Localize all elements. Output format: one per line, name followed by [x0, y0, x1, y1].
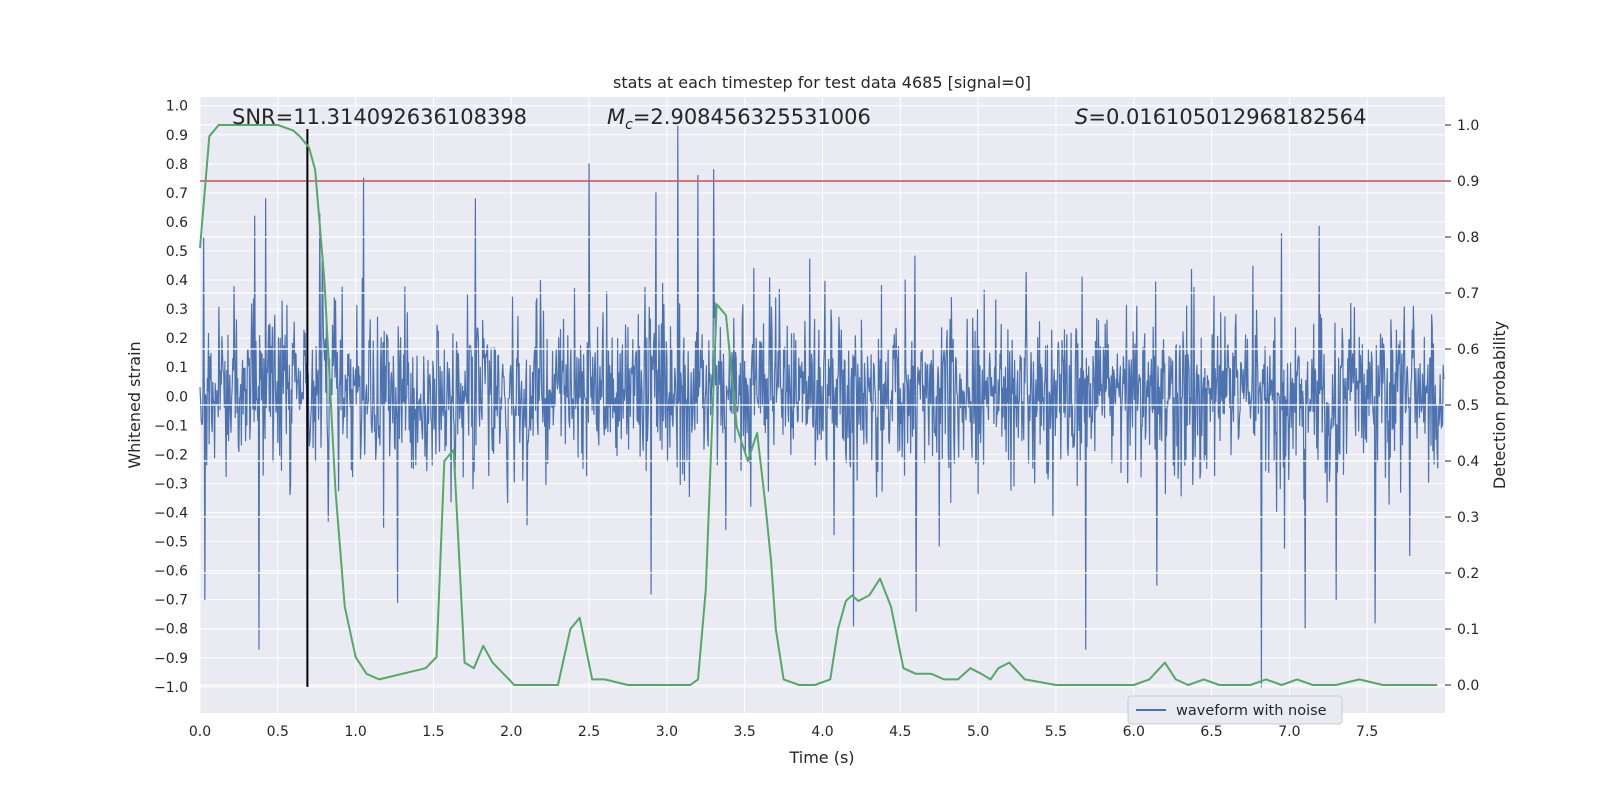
x-tick-label: 2.5	[578, 724, 600, 740]
y-left-tick-label: −0.2	[154, 447, 188, 463]
score-symbol: S	[1075, 105, 1088, 129]
y-left-tick-label: 0.3	[166, 302, 188, 318]
y-right-tick-labels: 0.0 0.1 0.2 0.3 0.4 0.5 0.6 0.7 0.8 0.9 1.0	[1445, 118, 1479, 694]
x-tick-label: 3.0	[656, 724, 678, 740]
x-tick-label: 3.5	[734, 724, 756, 740]
x-axis-title: Time (s)	[788, 748, 854, 767]
probability-line	[199, 124, 1438, 686]
legend: waveform with noise	[1127, 695, 1343, 725]
y-right-tick-label: 0.2	[1457, 566, 1479, 582]
x-tick-label: 1.5	[422, 724, 444, 740]
chirp-mass-annotation: Mc=2.908456325531006	[607, 105, 871, 133]
x-tick-label: 6.0	[1123, 724, 1145, 740]
x-tick-label: 4.0	[811, 724, 833, 740]
y-right-tick-label: 0.6	[1457, 342, 1479, 358]
chart-title: stats at each timestep for test data 468…	[613, 73, 1031, 92]
y-left-tick-labels: −1.0 −0.9 −0.8 −0.7 −0.6 −0.5 −0.4 −0.3 −0.2 −0.1…	[154, 99, 188, 696]
x-tick-label: 0.0	[189, 724, 211, 740]
y-left-tick-label: 0.4	[166, 273, 188, 289]
chirp-mass-subscript: c	[625, 117, 633, 133]
y-left-tick-label: −1.0	[154, 680, 188, 696]
waveform-line	[199, 125, 1445, 688]
waveform-series	[199, 125, 1445, 688]
y-left-tick-label: 0.7	[166, 186, 188, 202]
x-tick-label: 5.0	[967, 724, 989, 740]
chirp-mass-value: =2.908456325531006	[633, 105, 871, 129]
y-left-tick-label: 0.9	[166, 128, 188, 144]
x-tick-label: 0.5	[267, 724, 289, 740]
y-left-tick-label: 0.2	[166, 331, 188, 347]
y-left-tick-label: −0.7	[154, 593, 188, 609]
y-left-tick-label: −0.1	[154, 418, 188, 434]
x-tick-labels: 0.0 0.5 1.0 1.5 2.0 2.5 3.0 3.5 4.0 4.5 5.0 5.5 6.0 6…	[189, 724, 1378, 740]
x-tick-label: 6.5	[1200, 724, 1222, 740]
x-tick-label: 7.5	[1356, 724, 1378, 740]
score-annotation: S=0.016105012968182564	[1075, 105, 1366, 129]
y-right-tick-label: 1.0	[1457, 118, 1479, 134]
y-right-axis-title: Detection probability	[1490, 321, 1509, 489]
x-tick-label: 7.0	[1278, 724, 1300, 740]
legend-label-waveform: waveform with noise	[1176, 703, 1327, 719]
y-left-tick-label: −0.5	[154, 535, 188, 551]
y-right-tick-label: 0.8	[1457, 230, 1479, 246]
chirp-mass-symbol: M	[607, 105, 625, 129]
y-right-tick-label: 0.7	[1457, 286, 1479, 302]
y-right-tick-label: 0.3	[1457, 510, 1479, 526]
x-tick-label: 1.0	[344, 724, 366, 740]
legend-box	[1127, 695, 1343, 725]
y-right-tick-label: 0.5	[1457, 398, 1479, 414]
y-right-tick-label: 0.1	[1457, 622, 1479, 638]
y-left-tick-label: −0.3	[154, 476, 188, 492]
snr-annotation: SNR=11.314092636108398	[232, 105, 527, 129]
y-left-tick-label: 1.0	[166, 99, 188, 115]
score-value: =0.016105012968182564	[1088, 105, 1366, 129]
y-left-tick-label: 0.0	[166, 389, 188, 405]
y-left-tick-label: 0.1	[166, 360, 188, 376]
y-left-tick-label: 0.6	[166, 215, 188, 231]
x-tick-label: 2.0	[500, 724, 522, 740]
y-left-tick-label: −0.6	[154, 564, 188, 580]
y-left-tick-label: −0.4	[154, 506, 188, 522]
x-tick-label: 4.5	[889, 724, 911, 740]
y-right-tick-label: 0.4	[1457, 454, 1479, 470]
y-left-tick-label: 0.5	[166, 244, 188, 260]
probability-series	[199, 124, 1438, 686]
y-right-tick-label: 0.0	[1457, 678, 1479, 694]
y-left-tick-label: −0.8	[154, 622, 188, 638]
y-left-tick-label: −0.9	[154, 651, 188, 667]
y-left-axis-title: Whitened strain	[125, 341, 144, 468]
y-left-tick-label: 0.8	[166, 157, 188, 173]
y-right-tick-label: 0.9	[1457, 174, 1479, 190]
x-tick-label: 5.5	[1045, 724, 1067, 740]
